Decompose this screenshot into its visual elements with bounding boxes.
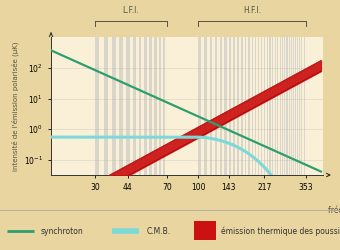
Bar bbox=[233, 38, 235, 175]
Bar bbox=[149, 38, 152, 175]
Bar bbox=[144, 38, 147, 175]
Text: C.M.B.: C.M.B. bbox=[146, 226, 170, 235]
Bar bbox=[291, 38, 292, 175]
Y-axis label: intensité de l'émission polarisée (µK): intensité de l'émission polarisée (µK) bbox=[12, 42, 19, 171]
Bar bbox=[194, 221, 216, 240]
Bar bbox=[264, 38, 265, 175]
Bar bbox=[220, 38, 222, 175]
Bar bbox=[237, 38, 239, 175]
Bar bbox=[95, 38, 99, 175]
Bar bbox=[255, 38, 256, 175]
Bar bbox=[133, 38, 136, 175]
Bar bbox=[209, 38, 212, 175]
Bar bbox=[119, 38, 123, 175]
Bar bbox=[275, 38, 276, 175]
Text: fréquence (GHz): fréquence (GHz) bbox=[328, 205, 340, 215]
Bar bbox=[126, 38, 130, 175]
Bar bbox=[204, 38, 207, 175]
Bar bbox=[229, 38, 231, 175]
Bar bbox=[112, 38, 116, 175]
Bar bbox=[272, 38, 273, 175]
Bar bbox=[163, 38, 165, 175]
Bar bbox=[258, 38, 259, 175]
Bar bbox=[304, 38, 305, 175]
Bar bbox=[224, 38, 227, 175]
Bar bbox=[297, 38, 298, 175]
Bar bbox=[248, 38, 250, 175]
Bar bbox=[261, 38, 262, 175]
Text: domaine des instruments: domaine des instruments bbox=[143, 0, 241, 1]
Bar bbox=[215, 38, 217, 175]
Bar bbox=[293, 38, 294, 175]
Text: L.F.I.: L.F.I. bbox=[123, 6, 139, 15]
Bar bbox=[282, 38, 283, 175]
Bar bbox=[159, 38, 161, 175]
Text: émission thermique des poussières: émission thermique des poussières bbox=[221, 226, 340, 236]
Bar bbox=[284, 38, 285, 175]
Bar bbox=[299, 38, 300, 175]
Bar bbox=[244, 38, 246, 175]
Bar bbox=[277, 38, 278, 175]
Bar bbox=[269, 38, 271, 175]
Bar bbox=[295, 38, 296, 175]
Bar bbox=[139, 38, 141, 175]
Bar bbox=[301, 38, 302, 175]
Bar bbox=[154, 38, 156, 175]
Text: synchroton: synchroton bbox=[41, 226, 84, 235]
Bar bbox=[279, 38, 281, 175]
Bar bbox=[198, 38, 201, 175]
Text: H.F.I.: H.F.I. bbox=[243, 6, 261, 15]
Bar bbox=[104, 38, 108, 175]
Bar bbox=[252, 38, 253, 175]
Bar bbox=[289, 38, 290, 175]
Bar bbox=[286, 38, 288, 175]
Bar bbox=[241, 38, 243, 175]
Bar bbox=[267, 38, 268, 175]
